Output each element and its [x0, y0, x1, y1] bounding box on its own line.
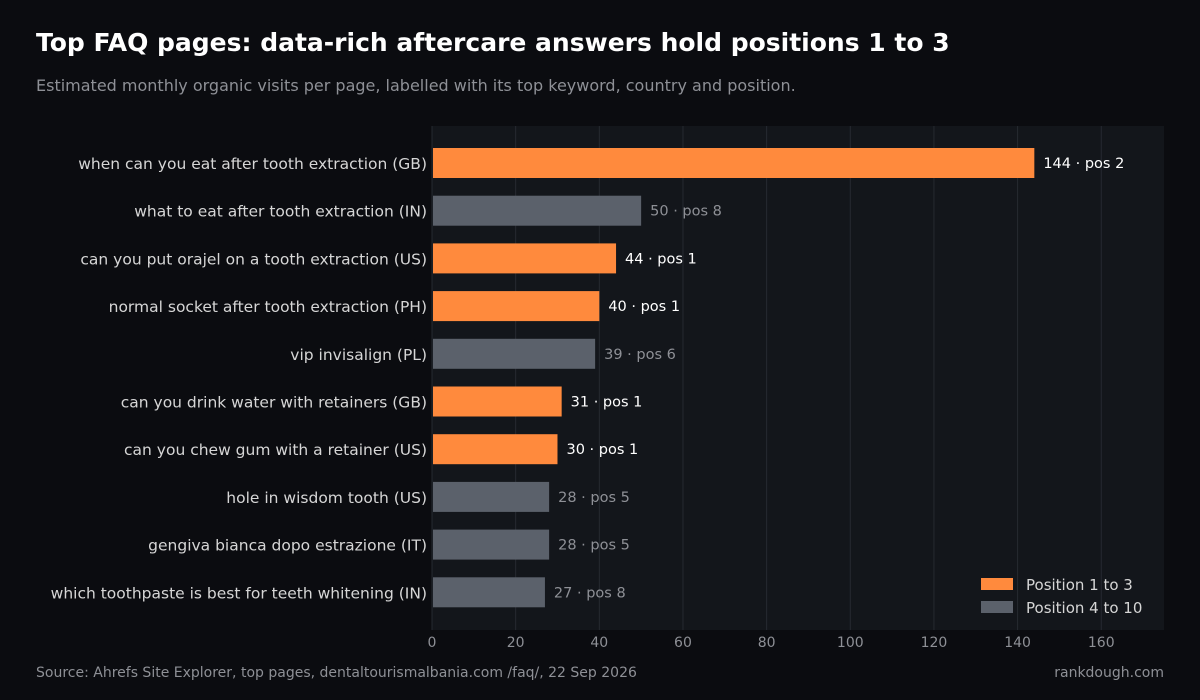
- chart-subtitle: Estimated monthly organic visits per pag…: [36, 76, 796, 95]
- legend-swatch: [981, 578, 1013, 590]
- data-label: 44 · pos 1: [625, 251, 697, 267]
- x-tick-label: 120: [921, 635, 948, 651]
- legend-swatch: [981, 601, 1013, 613]
- data-label: 27 · pos 8: [554, 585, 626, 601]
- x-tick-label: 100: [837, 635, 864, 651]
- x-tick-label: 40: [590, 635, 608, 651]
- x-tick-label: 60: [674, 635, 692, 651]
- data-label: 30 · pos 1: [566, 442, 638, 458]
- data-label: 40 · pos 1: [608, 299, 680, 315]
- bar: [433, 148, 1035, 178]
- chart-title: Top FAQ pages: data-rich aftercare answe…: [36, 28, 950, 57]
- bar: [433, 529, 550, 560]
- x-tick-label: 80: [758, 635, 776, 651]
- data-label: 50 · pos 8: [650, 204, 722, 220]
- bar: [433, 291, 600, 322]
- bar: [433, 577, 545, 608]
- category-label: vip invisalign (PL): [290, 346, 427, 364]
- category-label: hole in wisdom tooth (US): [226, 489, 427, 507]
- category-label: which toothpaste is best for teeth white…: [51, 584, 427, 602]
- data-label: 28 · pos 5: [558, 538, 630, 554]
- data-label: 31 · pos 1: [571, 395, 643, 411]
- brand-label: rankdough.com: [1054, 665, 1164, 681]
- x-tick-label: 140: [1004, 635, 1031, 651]
- bar: [433, 195, 642, 226]
- x-tick-label: 160: [1088, 635, 1115, 651]
- category-label: when can you eat after tooth extraction …: [78, 155, 427, 173]
- data-label: 144 · pos 2: [1043, 156, 1124, 172]
- category-label: what to eat after tooth extraction (IN): [134, 203, 427, 221]
- category-label: gengiva bianca dopo estrazione (IT): [148, 537, 427, 555]
- bar: [433, 243, 617, 274]
- category-label: can you chew gum with a retainer (US): [124, 441, 427, 459]
- source-note: Source: Ahrefs Site Explorer, top pages,…: [36, 665, 637, 681]
- category-label: can you drink water with retainers (GB): [121, 394, 427, 412]
- data-label: 39 · pos 6: [604, 347, 676, 363]
- category-label: normal socket after tooth extraction (PH…: [109, 298, 427, 316]
- bar: [433, 386, 562, 417]
- bar: [433, 338, 596, 369]
- data-label: 28 · pos 5: [558, 490, 630, 506]
- x-tick-label: 0: [428, 635, 437, 651]
- category-label: can you put orajel on a tooth extraction…: [80, 250, 427, 268]
- bar: [433, 434, 558, 465]
- x-tick-label: 20: [507, 635, 525, 651]
- bar: [433, 481, 550, 512]
- legend-label: Position 1 to 3: [1026, 576, 1133, 594]
- legend-label: Position 4 to 10: [1026, 599, 1142, 617]
